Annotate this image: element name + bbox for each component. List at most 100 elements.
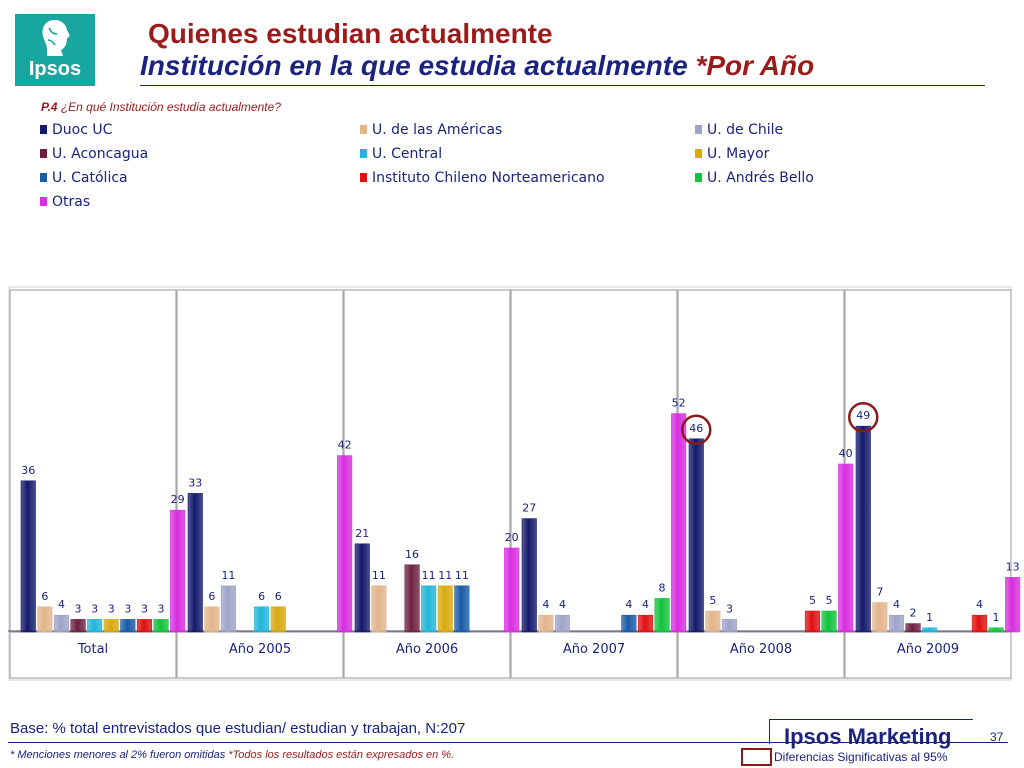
significance-marker bbox=[741, 748, 772, 766]
data-label-u-mayor-ano-2006: 11 bbox=[438, 569, 452, 582]
legend-label: Duoc UC bbox=[52, 122, 113, 138]
title-divider bbox=[140, 85, 985, 86]
legend-label: U. de las Américas bbox=[372, 122, 503, 138]
legend-item-u-central: U. Central bbox=[360, 146, 442, 162]
data-label-otras-ano-2008: 40 bbox=[839, 447, 853, 460]
data-label-duoc-uc-ano-2006: 21 bbox=[355, 527, 369, 540]
chart-panel-ano-2007 bbox=[510, 289, 678, 679]
legend-swatch bbox=[360, 149, 367, 158]
bar-otras-ano-2005 bbox=[337, 455, 353, 633]
data-label-u-central-total: 3 bbox=[91, 602, 98, 615]
bar-u-de-las-americas-ano-2007 bbox=[538, 614, 554, 633]
bar-u-de-las-americas-ano-2009 bbox=[872, 602, 888, 633]
data-label-u-aconcagua-ano-2006: 16 bbox=[405, 548, 419, 561]
legend-label: Otras bbox=[52, 194, 91, 210]
legend-swatch bbox=[360, 173, 367, 182]
footnote-text: * Menciones menores al 2% fueron omitida… bbox=[10, 749, 226, 761]
legend-item-instituto-chileno-norteamericano: Instituto Chileno Norteamericano bbox=[360, 170, 605, 186]
x-tick-label-ano-2006: Año 2006 bbox=[396, 642, 458, 657]
legend-swatch bbox=[40, 197, 47, 206]
data-label-u-de-las-americas-ano-2007: 4 bbox=[542, 598, 549, 611]
bar-u-catolica-total bbox=[120, 619, 136, 633]
legend-label: U. Aconcagua bbox=[52, 146, 149, 162]
data-label-u-andres-bello-ano-2009: 1 bbox=[993, 611, 1000, 624]
bar-duoc-uc-ano-2007 bbox=[521, 518, 537, 633]
logo-text: Ipsos bbox=[28, 58, 82, 80]
bar-u-andres-bello-total bbox=[153, 619, 169, 633]
bar-u-catolica-ano-2006 bbox=[454, 585, 470, 633]
bar-u-de-las-americas-ano-2006 bbox=[371, 585, 387, 633]
data-label-otras-ano-2007: 52 bbox=[672, 397, 686, 410]
data-label-instituto-chileno-norteamericano-ano-2008: 5 bbox=[809, 594, 816, 607]
data-label-u-aconcagua-total: 3 bbox=[75, 602, 82, 615]
data-label-duoc-uc-ano-2007: 27 bbox=[522, 502, 536, 515]
legend-label: U. Mayor bbox=[707, 146, 770, 162]
data-label-otras-total: 29 bbox=[171, 493, 185, 506]
data-label-instituto-chileno-norteamericano-ano-2009: 4 bbox=[976, 598, 983, 611]
bar-u-de-chile-ano-2007 bbox=[554, 614, 571, 633]
data-label-u-central-ano-2006: 11 bbox=[422, 569, 436, 582]
data-label-u-de-las-americas-ano-2008: 5 bbox=[709, 594, 716, 607]
footer-divider bbox=[8, 742, 1008, 743]
data-label-u-aconcagua-ano-2009: 2 bbox=[910, 607, 917, 620]
bar-otras-ano-2009 bbox=[1005, 577, 1021, 633]
data-label-u-de-las-americas-ano-2009: 7 bbox=[876, 586, 883, 599]
x-tick-label-ano-2005: Año 2005 bbox=[229, 642, 291, 657]
bar-instituto-chileno-norteamericano-ano-2007 bbox=[637, 614, 654, 633]
legend-swatch bbox=[695, 173, 702, 182]
data-label-u-catolica-ano-2006: 11 bbox=[455, 569, 469, 582]
page-subtitle: Institución en la que estudia actualment… bbox=[140, 50, 814, 82]
footnote-highlight: *Todos los resultados están expresados e… bbox=[228, 749, 455, 761]
bar-u-aconcagua-total bbox=[70, 619, 86, 633]
bar-u-central-ano-2005 bbox=[254, 606, 270, 633]
ipsos-head-icon bbox=[42, 20, 70, 56]
page-number: 37 bbox=[990, 730, 1004, 744]
bar-u-aconcagua-ano-2009 bbox=[905, 623, 921, 633]
bar-u-mayor-ano-2006 bbox=[437, 585, 453, 633]
bar-chart: Total Año 2005 Año 2006 Año 2007 Año 2008 Año… bbox=[8, 286, 1021, 681]
bar-otras-ano-2007 bbox=[671, 413, 687, 633]
legend-swatch bbox=[40, 173, 47, 182]
legend-swatch bbox=[695, 149, 702, 158]
bar-duoc-uc-ano-2009 bbox=[855, 425, 871, 633]
legend-item-u-de-chile: U. de Chile bbox=[695, 122, 783, 138]
legend-swatch bbox=[695, 125, 702, 134]
data-label-instituto-chileno-norteamericano-ano-2007: 4 bbox=[642, 598, 649, 611]
significance-circle-ano-2009 bbox=[848, 401, 879, 433]
data-label-u-de-chile-ano-2009: 4 bbox=[893, 598, 900, 611]
page-title: Quienes estudian actualmente bbox=[148, 18, 553, 49]
brand-name: Ipsos Marketing bbox=[784, 724, 952, 749]
x-tick-label-ano-2008: Año 2008 bbox=[730, 642, 792, 657]
bar-u-de-chile-total bbox=[53, 614, 70, 633]
data-label-u-catolica-ano-2007: 4 bbox=[625, 598, 632, 611]
bar-otras-ano-2006 bbox=[504, 547, 520, 633]
legend-item-u-mayor: U. Mayor bbox=[695, 146, 769, 162]
data-label-u-central-ano-2009: 1 bbox=[926, 611, 933, 624]
bar-duoc-uc-total bbox=[20, 480, 36, 633]
bar-u-de-chile-ano-2009 bbox=[888, 614, 905, 633]
data-label-duoc-uc-total: 36 bbox=[21, 464, 35, 477]
data-label-u-de-chile-ano-2007: 4 bbox=[559, 598, 566, 611]
data-label-duoc-uc-ano-2009: 49 bbox=[856, 409, 870, 422]
data-label-duoc-uc-ano-2005: 33 bbox=[188, 476, 202, 489]
bar-instituto-chileno-norteamericano-ano-2008 bbox=[804, 610, 821, 633]
data-label-u-de-chile-total: 4 bbox=[58, 598, 65, 611]
brand-frame bbox=[769, 719, 973, 744]
bar-u-mayor-ano-2005 bbox=[270, 606, 286, 633]
data-label-duoc-uc-ano-2008: 46 bbox=[689, 422, 703, 435]
bar-u-aconcagua-ano-2006 bbox=[404, 564, 420, 633]
legend-item-u-de-las-americas: U. de las Américas bbox=[360, 122, 502, 138]
data-label-u-andres-bello-ano-2007: 8 bbox=[659, 581, 666, 594]
bar-u-andres-bello-ano-2008 bbox=[821, 610, 837, 633]
x-tick-label-ano-2009: Año 2009 bbox=[897, 642, 959, 657]
bar-u-de-las-americas-ano-2005 bbox=[204, 606, 220, 633]
significance-label: Diferencias Significativas al 95% bbox=[774, 750, 948, 764]
bar-duoc-uc-ano-2005 bbox=[187, 493, 203, 633]
question-text: ¿En qué Institución estudia actualmente? bbox=[60, 100, 281, 114]
bar-u-andres-bello-ano-2007 bbox=[654, 598, 670, 633]
bar-otras-ano-2008 bbox=[838, 463, 854, 633]
legend-label: Instituto Chileno Norteamericano bbox=[372, 170, 605, 186]
data-label-u-de-chile-ano-2005: 11 bbox=[221, 569, 235, 582]
subtitle-text: Institución en la que estudia actualment… bbox=[140, 50, 688, 81]
data-label-u-de-chile-ano-2008: 3 bbox=[726, 602, 733, 615]
